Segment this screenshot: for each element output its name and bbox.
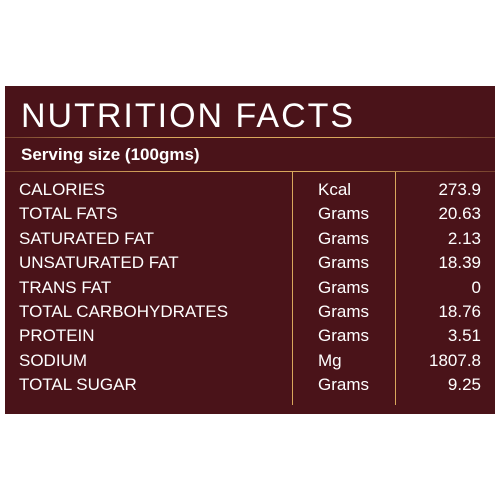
table-row: SATURATED FAT Grams 2.13: [5, 227, 495, 251]
nutrition-facts-panel: NUTRITION FACTS Serving size (100gms) CA…: [5, 86, 495, 414]
nutrient-unit: Mg: [318, 350, 342, 370]
title-divider: [5, 137, 495, 138]
nutrient-name: TOTAL CARBOHYDRATES: [19, 301, 229, 321]
serving-size: Serving size (100gms): [21, 145, 200, 164]
table-row: TRANS FAT Grams 0: [5, 276, 495, 300]
nutrient-unit: Grams: [318, 277, 369, 297]
column-divider-unit: [292, 172, 293, 405]
nutrient-value: 0: [471, 277, 481, 297]
nutrient-name: SODIUM: [19, 350, 87, 370]
nutrient-value: 273.9: [438, 180, 481, 199]
nutrient-unit: Grams: [318, 326, 369, 346]
nutrient-value: 1807.8: [429, 350, 481, 370]
table-row: UNSATURATED FAT Grams 18.39: [5, 251, 495, 275]
table-row: TOTAL SUGAR Grams 9.25: [5, 373, 495, 397]
serving-divider: [5, 171, 495, 172]
nutrient-name: PROTEIN: [19, 326, 95, 346]
table-row: TOTAL CARBOHYDRATES Grams 18.76: [5, 300, 495, 324]
nutrient-unit: Grams: [318, 301, 369, 321]
nutrient-name: TOTAL FATS: [19, 204, 118, 224]
nutrient-name: SATURATED FAT: [19, 228, 155, 248]
table-row: SODIUM Mg 1807.8: [5, 349, 495, 373]
nutrient-unit: Grams: [318, 228, 369, 248]
table-row: PROTEIN Grams 3.51: [5, 324, 495, 348]
nutrient-value: 9.25: [447, 375, 481, 395]
nutrient-name: TOTAL SUGAR: [19, 375, 137, 395]
table-row: CALORIES Kcal 273.9: [5, 178, 495, 202]
nutrient-name: TRANS FAT: [19, 277, 112, 297]
nutrient-name: UNSATURATED FAT: [19, 253, 179, 273]
nutrient-value: 3.51: [447, 326, 481, 346]
nutrient-unit: Grams: [318, 204, 369, 224]
nutrient-unit: Grams: [318, 253, 369, 273]
column-divider-value: [395, 172, 396, 405]
table-row: TOTAL FATS Grams 20.63: [5, 202, 495, 226]
nutrient-value: 18.39: [438, 253, 481, 273]
nutrition-title: NUTRITION FACTS: [21, 97, 356, 135]
nutrient-unit: Kcal: [318, 180, 352, 199]
nutrient-name: CALORIES: [19, 180, 105, 199]
nutrition-table: CALORIES Kcal 273.9 TOTAL FATS Grams 20.…: [5, 178, 495, 398]
nutrient-value: 2.13: [447, 228, 481, 248]
nutrient-value: 20.63: [438, 204, 481, 224]
nutrient-unit: Grams: [318, 375, 369, 395]
nutrient-value: 18.76: [438, 301, 481, 321]
